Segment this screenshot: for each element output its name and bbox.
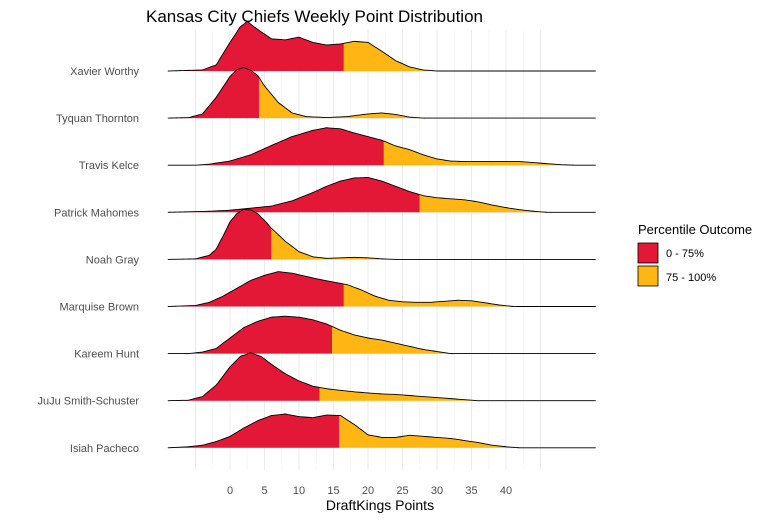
ridge-noah-gray	[167, 208, 596, 260]
ridge-fill-low	[167, 21, 344, 72]
x-axis-ticks: 0 5 10 15 20 25 30 35 40	[227, 485, 512, 497]
ridge-fill-low	[167, 316, 333, 354]
ridge-fill-low	[167, 413, 340, 448]
chart-title: Kansas City Chiefs Weekly Point Distribu…	[146, 7, 483, 26]
x-tick-label: 30	[431, 485, 443, 497]
ridge-outline	[167, 271, 596, 307]
y-label-marquise-brown: Marquise Brown	[60, 302, 139, 314]
y-label-xavier-worthy: Xavier Worthy	[70, 66, 139, 78]
ridge-outline	[167, 21, 596, 72]
ridge-patrick-mahomes	[167, 176, 596, 213]
ridge-outline	[167, 413, 596, 449]
x-tick-label: 35	[465, 485, 477, 497]
y-label-noah-gray: Noah Gray	[86, 254, 140, 266]
ridge-fill-high	[271, 228, 596, 260]
ridge-fill-low	[167, 271, 344, 307]
x-tick-label: 0	[227, 485, 233, 497]
y-label-tyquan-thornton: Tyquan Thornton	[56, 113, 139, 125]
ridge-juju-smith-schuster	[167, 352, 596, 402]
ridge-tyquan-thornton	[167, 67, 596, 119]
x-tick-label: 20	[362, 485, 374, 497]
ridge-fill-high	[343, 41, 596, 72]
y-label-patrick-mahomes: Patrick Mahomes	[54, 207, 139, 219]
ridge-outline	[167, 352, 596, 402]
ridge-marquise-brown	[167, 271, 596, 307]
x-tick-label: 40	[500, 485, 512, 497]
x-axis-title: DraftKings Points	[326, 497, 434, 513]
ridge-fill-high	[319, 387, 596, 401]
ridge-outline	[167, 127, 596, 166]
y-label-isiah-pacheco: Isiah Pacheco	[70, 443, 139, 455]
ridge-fill-high	[343, 284, 596, 307]
ridge-fill-high	[332, 326, 596, 354]
ridge-fill-low	[167, 127, 384, 166]
ridge-fill-high	[258, 77, 596, 119]
ridge-travis-kelce	[167, 127, 596, 166]
legend-swatch-low	[637, 242, 659, 264]
y-label-kareem-hunt: Kareem Hunt	[74, 349, 139, 361]
x-tick-label: 10	[293, 485, 305, 497]
legend-swatch-high	[637, 265, 659, 287]
legend: Percentile Outcome 0 - 75% 75 - 100%	[637, 222, 752, 287]
ridges	[167, 21, 596, 449]
ridge-outline	[167, 67, 596, 119]
y-label-travis-kelce: Travis Kelce	[79, 160, 139, 172]
legend-title: Percentile Outcome	[638, 222, 752, 237]
ridge-kareem-hunt	[167, 315, 596, 355]
ridge-outline	[167, 208, 596, 260]
ridge-fill-low	[167, 67, 259, 119]
legend-label-high: 75 - 100%	[666, 272, 716, 284]
ridge-outline	[167, 176, 596, 213]
ridge-fill-low	[167, 209, 272, 260]
ridge-xavier-worthy	[167, 21, 596, 72]
ridge-fill-high	[339, 415, 596, 448]
ridge-fill-low	[167, 352, 320, 401]
y-axis-labels: Xavier Worthy Tyquan Thornton Travis Kelce…	[38, 66, 140, 455]
ridge-fill-high	[419, 194, 596, 213]
ridge-isiah-pacheco	[167, 413, 596, 449]
ridge-fill-low	[167, 177, 420, 213]
x-tick-label: 5	[261, 485, 267, 497]
legend-label-low: 0 - 75%	[666, 248, 704, 260]
x-tick-label: 25	[396, 485, 408, 497]
x-tick-label: 15	[327, 485, 339, 497]
y-label-juju-smith-schuster: JuJu Smith-Schuster	[38, 396, 140, 408]
ridge-outline	[167, 315, 596, 355]
